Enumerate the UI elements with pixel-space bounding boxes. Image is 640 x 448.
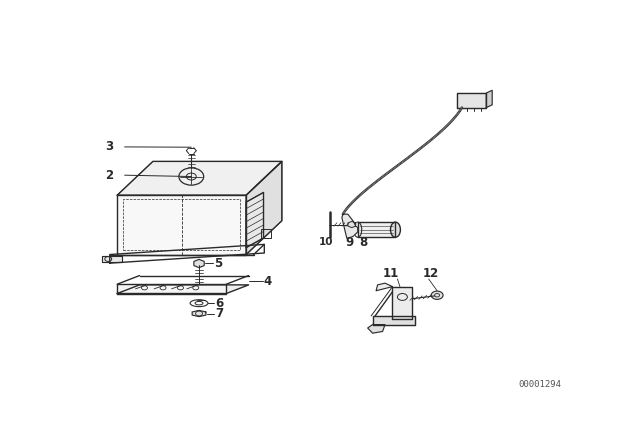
Text: 12: 12: [422, 267, 439, 280]
Polygon shape: [117, 161, 282, 195]
Polygon shape: [358, 222, 396, 237]
Polygon shape: [117, 195, 246, 254]
Polygon shape: [246, 161, 282, 254]
Polygon shape: [486, 90, 492, 108]
Text: 5: 5: [214, 257, 222, 270]
Text: 11: 11: [383, 267, 399, 280]
Text: 6: 6: [215, 297, 223, 310]
Text: 8: 8: [360, 236, 368, 249]
Polygon shape: [342, 214, 358, 238]
Text: 00001294: 00001294: [518, 380, 561, 389]
Polygon shape: [192, 310, 206, 317]
Polygon shape: [458, 93, 486, 108]
Ellipse shape: [390, 222, 401, 237]
Polygon shape: [194, 259, 204, 267]
Polygon shape: [117, 285, 248, 293]
Circle shape: [431, 291, 443, 299]
Text: 7: 7: [215, 307, 223, 320]
Polygon shape: [372, 316, 415, 324]
Text: 10: 10: [319, 237, 333, 247]
Polygon shape: [246, 193, 264, 248]
Text: 2: 2: [106, 169, 114, 182]
Text: 3: 3: [106, 140, 114, 153]
Polygon shape: [392, 287, 412, 319]
Polygon shape: [367, 324, 385, 333]
Polygon shape: [102, 256, 122, 262]
Polygon shape: [348, 221, 356, 228]
Text: 9: 9: [345, 236, 353, 249]
Text: 4: 4: [264, 275, 272, 288]
Polygon shape: [376, 283, 392, 291]
Polygon shape: [117, 284, 227, 293]
